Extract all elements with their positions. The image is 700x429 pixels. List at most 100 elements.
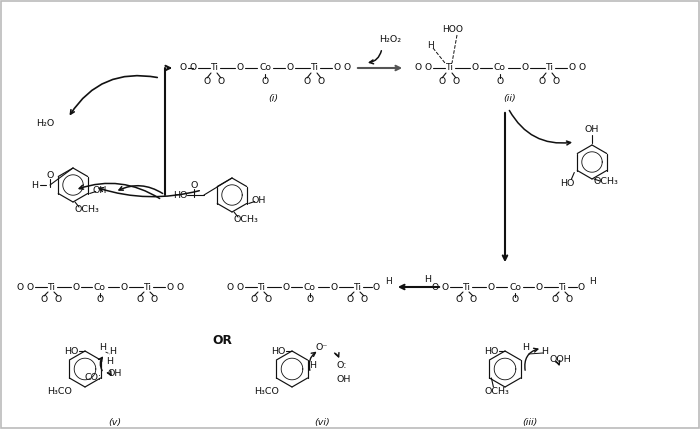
Text: O: O <box>471 63 479 73</box>
Text: OH: OH <box>251 196 266 205</box>
Text: Co: Co <box>509 283 521 291</box>
Text: OH: OH <box>337 375 351 384</box>
Text: O: O <box>344 63 351 73</box>
Text: O: O <box>552 296 559 305</box>
Text: O: O <box>120 283 127 291</box>
Text: O: O <box>566 296 573 305</box>
Text: Ti: Ti <box>144 283 152 291</box>
Text: H: H <box>589 278 596 287</box>
Text: O: O <box>456 296 463 305</box>
Text: H: H <box>424 275 431 284</box>
Text: O: O <box>512 296 519 305</box>
Text: O: O <box>97 296 104 305</box>
Text: OH: OH <box>584 126 599 135</box>
Text: O: O <box>16 283 24 291</box>
Text: H₂O: H₂O <box>36 118 54 127</box>
Text: O: O <box>46 170 54 179</box>
Text: HO: HO <box>271 347 285 356</box>
Text: Ti: Ti <box>354 283 362 291</box>
Text: O⁻: O⁻ <box>316 342 328 351</box>
Text: Ti: Ti <box>311 63 319 73</box>
Text: O: O <box>303 78 311 87</box>
Text: O: O <box>176 283 183 291</box>
Text: Co: Co <box>94 283 106 291</box>
Text: Co: Co <box>494 63 506 73</box>
Text: H₂O₂: H₂O₂ <box>379 36 401 45</box>
Text: Ti: Ti <box>48 283 56 291</box>
Text: O: O <box>552 78 559 87</box>
Text: Ti: Ti <box>463 283 471 291</box>
Text: OCH₃: OCH₃ <box>234 215 258 224</box>
Text: H: H <box>106 356 113 366</box>
Text: O: O <box>414 63 421 73</box>
Text: O: O <box>307 296 314 305</box>
Text: O: O <box>346 296 354 305</box>
Text: O: O <box>372 283 379 291</box>
Text: O: O <box>167 283 174 291</box>
Text: O: O <box>487 283 495 291</box>
Text: OCH₃: OCH₃ <box>594 178 618 187</box>
Text: CO:: CO: <box>85 372 102 381</box>
Text: O: O <box>237 283 244 291</box>
Text: O: O <box>72 283 80 291</box>
Text: O: O <box>578 283 584 291</box>
Text: Co: Co <box>259 63 271 73</box>
Text: O: O <box>536 283 542 291</box>
Text: Ti: Ti <box>211 63 219 73</box>
Text: HO: HO <box>64 347 78 356</box>
Text: HOO: HOO <box>442 25 463 34</box>
Text: H: H <box>542 347 549 356</box>
Text: O: O <box>282 283 290 291</box>
Text: HO: HO <box>560 179 575 188</box>
Text: Ti: Ti <box>546 63 554 73</box>
Text: H₃CO: H₃CO <box>254 387 279 396</box>
Text: O: O <box>226 283 234 291</box>
Text: O: O <box>470 296 477 305</box>
Text: H: H <box>426 40 433 49</box>
Text: HO: HO <box>484 347 498 356</box>
Text: H: H <box>32 181 38 190</box>
Text: O: O <box>286 63 293 73</box>
Text: O: O <box>538 78 545 87</box>
Text: H₃CO: H₃CO <box>47 387 72 396</box>
Text: OH: OH <box>108 369 122 378</box>
Text: (v): (v) <box>108 417 122 426</box>
Text: O: O <box>578 63 586 73</box>
Text: O: O <box>218 78 225 87</box>
Text: O: O <box>442 283 449 291</box>
Text: O: O <box>496 78 503 87</box>
Text: O: O <box>204 78 211 87</box>
Text: O: O <box>179 63 187 73</box>
Text: O: O <box>265 296 272 305</box>
Text: O: O <box>568 63 575 73</box>
Text: O: O <box>452 78 460 87</box>
Text: (iii): (iii) <box>522 417 538 426</box>
Text: O: O <box>150 296 158 305</box>
Text: O: O <box>27 283 34 291</box>
Text: Ti: Ti <box>446 63 454 73</box>
Text: Ti: Ti <box>559 283 567 291</box>
Text: H: H <box>99 342 106 351</box>
Text: O: O <box>136 296 144 305</box>
Text: O: O <box>261 78 269 87</box>
Text: OCH₃: OCH₃ <box>485 387 510 396</box>
Text: O:: O: <box>337 360 347 369</box>
Text: OCH₃: OCH₃ <box>75 205 99 214</box>
Text: O: O <box>251 296 258 305</box>
Text: Co: Co <box>304 283 316 291</box>
Text: OH: OH <box>92 186 107 195</box>
Text: Ti: Ti <box>258 283 266 291</box>
Text: O: O <box>431 283 439 291</box>
Text: O: O <box>190 181 197 190</box>
Text: H: H <box>522 344 529 353</box>
Text: O: O <box>438 78 446 87</box>
Text: O: O <box>317 78 325 87</box>
Text: O: O <box>333 63 341 73</box>
Text: (ii): (ii) <box>503 94 517 103</box>
Text: H: H <box>309 362 316 371</box>
Text: O: O <box>330 283 337 291</box>
Text: H: H <box>384 278 391 287</box>
Text: O: O <box>55 296 62 305</box>
Text: O: O <box>190 63 197 73</box>
Text: O: O <box>522 63 528 73</box>
